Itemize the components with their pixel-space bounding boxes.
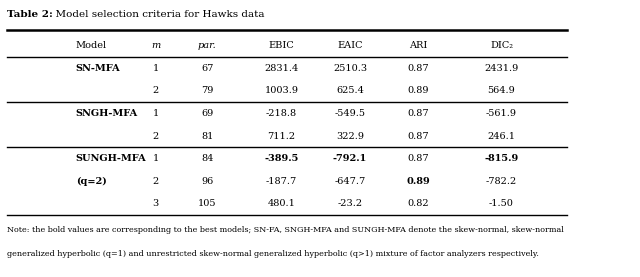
Text: 625.4: 625.4 [336, 86, 364, 95]
Text: 84: 84 [201, 154, 213, 163]
Text: -549.5: -549.5 [335, 109, 365, 118]
Text: EAIC: EAIC [337, 41, 363, 50]
Text: (q=2): (q=2) [76, 177, 106, 186]
Text: 96: 96 [201, 177, 213, 186]
Text: -782.2: -782.2 [486, 177, 517, 186]
Text: Table 2:: Table 2: [7, 10, 53, 19]
Text: 711.2: 711.2 [268, 132, 296, 141]
Text: 0.82: 0.82 [408, 199, 429, 209]
Text: 2: 2 [152, 86, 159, 95]
Text: 69: 69 [201, 109, 213, 118]
Text: -792.1: -792.1 [333, 154, 367, 163]
Text: ARI: ARI [410, 41, 428, 50]
Text: -1.50: -1.50 [489, 199, 514, 209]
Text: 0.87: 0.87 [408, 109, 429, 118]
Text: 480.1: 480.1 [268, 199, 296, 209]
Text: 1: 1 [152, 154, 159, 163]
Text: 2: 2 [152, 132, 159, 141]
Text: 0.87: 0.87 [408, 132, 429, 141]
Text: m: m [151, 41, 161, 50]
Text: 2: 2 [152, 177, 159, 186]
Text: -218.8: -218.8 [266, 109, 297, 118]
Text: -561.9: -561.9 [486, 109, 517, 118]
Text: 0.89: 0.89 [406, 177, 431, 186]
Text: Note: the bold values are corresponding to the best models; SN-FA, SNGH-MFA and : Note: the bold values are corresponding … [7, 226, 564, 234]
Text: 246.1: 246.1 [488, 132, 515, 141]
Text: Model: Model [76, 41, 107, 50]
Text: SN-MFA: SN-MFA [76, 64, 120, 73]
Text: DIC₂: DIC₂ [490, 41, 513, 50]
Text: generalized hyperbolic (q=1) and unrestricted skew-normal generalized hyperbolic: generalized hyperbolic (q=1) and unrestr… [7, 250, 539, 258]
Text: 105: 105 [198, 199, 216, 209]
Text: EBIC: EBIC [269, 41, 294, 50]
Text: 1: 1 [152, 64, 159, 73]
Text: -23.2: -23.2 [337, 199, 363, 209]
Text: 564.9: 564.9 [488, 86, 515, 95]
Text: SUNGH-MFA: SUNGH-MFA [76, 154, 147, 163]
Text: -647.7: -647.7 [334, 177, 365, 186]
Text: 79: 79 [201, 86, 213, 95]
Text: 0.87: 0.87 [408, 154, 429, 163]
Text: 3: 3 [152, 199, 159, 209]
Text: 81: 81 [201, 132, 213, 141]
Text: Model selection criteria for Hawks data: Model selection criteria for Hawks data [49, 10, 264, 19]
Text: 322.9: 322.9 [336, 132, 364, 141]
Text: -389.5: -389.5 [264, 154, 299, 163]
Text: -187.7: -187.7 [266, 177, 297, 186]
Text: 2431.9: 2431.9 [484, 64, 518, 73]
Text: 0.87: 0.87 [408, 64, 429, 73]
Text: 67: 67 [201, 64, 213, 73]
Text: 1003.9: 1003.9 [264, 86, 298, 95]
Text: par.: par. [198, 41, 216, 50]
Text: -815.9: -815.9 [484, 154, 518, 163]
Text: 2831.4: 2831.4 [264, 64, 298, 73]
Text: SNGH-MFA: SNGH-MFA [76, 109, 138, 118]
Text: 0.89: 0.89 [408, 86, 429, 95]
Text: 2510.3: 2510.3 [333, 64, 367, 73]
Text: 1: 1 [152, 109, 159, 118]
